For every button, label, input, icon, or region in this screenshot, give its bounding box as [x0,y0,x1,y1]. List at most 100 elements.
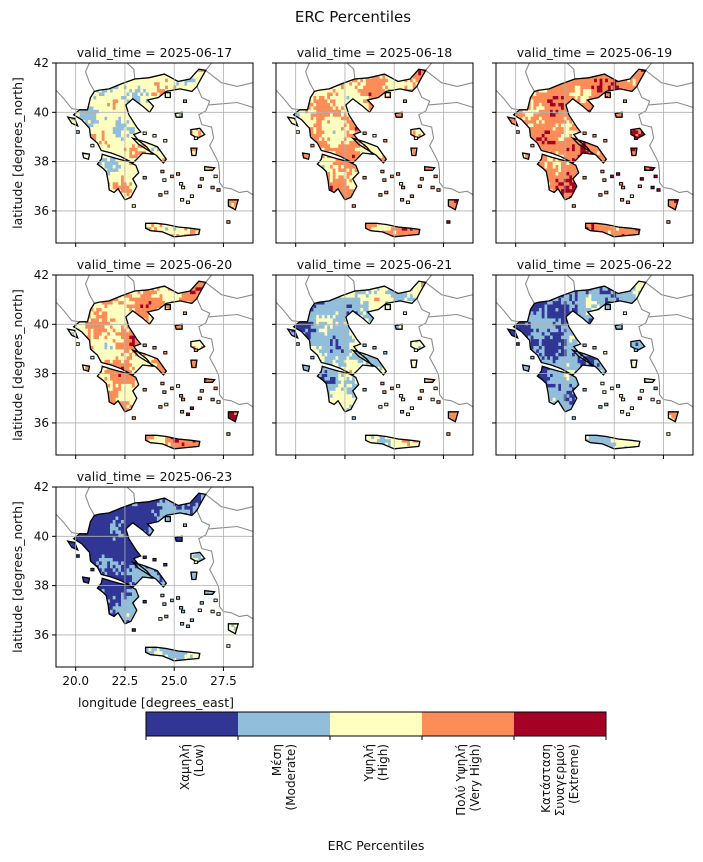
islet [401,185,406,190]
islet [210,609,215,614]
country-border [636,70,693,196]
axes-frame [495,274,694,456]
islet [160,381,165,386]
islet [417,184,422,189]
y-tick-label: 38 [34,367,49,381]
islet [185,624,191,629]
islet [419,389,424,393]
coastline [424,377,436,383]
coastline [164,515,171,523]
coastline [630,359,638,369]
islet [179,394,184,398]
coastline [570,348,608,376]
islet [142,555,147,560]
map-panel-5: valid_time = 2025-06-21 [272,257,474,459]
islet [419,177,424,181]
country-border [416,282,473,408]
axes-frame [275,62,474,244]
coastline [144,222,201,238]
panel-title: valid_time = 2025-06-18 [297,45,453,60]
islet [199,601,204,605]
y-tick-label: 36 [34,204,49,218]
islet [383,138,388,143]
country-border [425,69,473,87]
colorbar-category-label: Μέση(Moderate) [270,744,298,810]
islet [216,188,221,192]
islet [162,390,167,394]
country-border [645,69,693,87]
y-tick-label: 40 [34,317,49,331]
islet [164,402,169,407]
islet [180,622,185,626]
coastline [630,339,646,351]
axes-frame [55,486,254,668]
colorbar-label: ERC Percentiles [328,838,425,853]
islet [639,177,644,181]
coastline [227,199,240,211]
coastline [301,364,311,373]
islet [351,204,356,208]
islet [380,381,385,386]
islet [409,194,414,198]
coastline [227,411,240,423]
islet [152,345,157,350]
islet [181,397,186,402]
coastline [350,348,388,376]
islet [409,406,414,410]
coastline [66,328,79,340]
erc-raster [67,493,239,661]
islet [413,136,418,140]
map-panel-1: valid_time = 2025-06-17 42 40 38 36 latitude … [10,45,254,247]
coastline [521,152,531,161]
islet [380,169,385,174]
coastline [506,116,519,128]
coastline [130,560,168,588]
islet [629,406,634,410]
islet [90,143,95,148]
islet [582,387,587,392]
islet [653,174,658,179]
islet [600,381,605,386]
country-border [205,493,253,511]
coastline [364,222,421,238]
islet [436,188,441,192]
islet [446,220,451,224]
islet [158,617,163,621]
coastline [190,551,206,563]
coastline [66,116,79,128]
country-border [645,281,693,299]
islet [131,204,136,208]
erc-raster [67,281,239,449]
coastline [227,623,240,635]
islet [433,174,438,179]
map-panel-6: valid_time = 2025-06-22 [492,257,694,459]
islet [656,400,661,404]
colorbar-category-label: ΚατάστασηΣυναγερμού(Extreme) [539,744,581,816]
erc-raster [287,281,459,449]
erc-raster [507,281,679,449]
islet [90,567,95,572]
islet [530,355,535,360]
colorbar-swatch [422,712,515,736]
islet [399,394,404,398]
islet [600,169,605,174]
islet [163,138,168,143]
islet [620,198,625,202]
islet [396,172,401,176]
country-border [648,313,693,320]
islet [378,193,383,197]
coastline [364,434,421,450]
islet [180,410,185,414]
islet [610,174,615,179]
islet [213,598,218,603]
islet [401,397,406,402]
axes-frame [275,274,474,456]
coastline [286,116,299,128]
coastline [644,377,656,383]
x-axis-label: longitude [degrees_east] [78,695,234,710]
islet [180,198,185,202]
islet [656,188,661,192]
islet [650,185,655,190]
panel-title: valid_time = 2025-06-17 [77,45,233,60]
